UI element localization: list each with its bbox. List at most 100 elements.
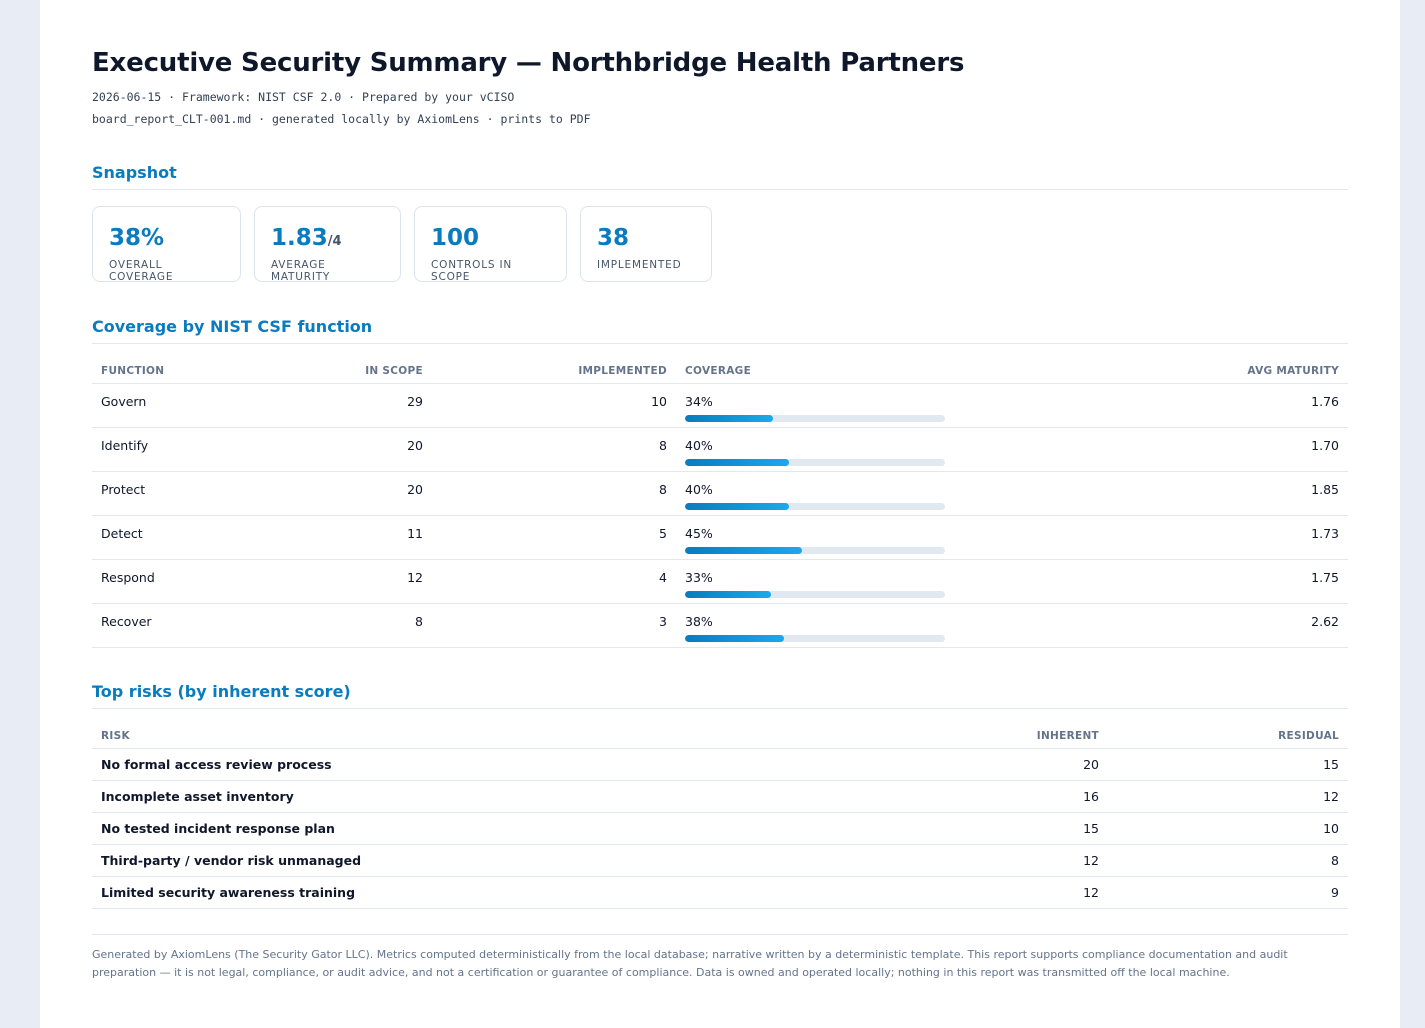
function-name: Respond (92, 559, 272, 604)
inherent-score: 16 (928, 780, 1108, 813)
col-inherent: INHERENT (928, 710, 1108, 749)
col-coverage: COVERAGE (676, 345, 1096, 384)
col-residual: RESIDUAL (1108, 710, 1348, 749)
metric-value: 100 (431, 225, 480, 251)
coverage-bar-fill (685, 414, 774, 422)
residual-score: 9 (1108, 876, 1348, 909)
coverage-cell: 45% (676, 515, 1096, 560)
risks-header-row: RISK INHERENT RESIDUAL (92, 710, 1348, 749)
metric-label: CONTROLS IN SCOPE (431, 259, 513, 283)
avg-maturity-value: 1.70 (1096, 427, 1348, 472)
risk-row: No tested incident response plan 15 10 (92, 812, 1348, 845)
col-in-scope: IN SCOPE (272, 345, 432, 384)
inherent-score: 15 (928, 812, 1108, 845)
coverage-table: FUNCTION IN SCOPE IMPLEMENTED COVERAGE A… (92, 345, 1348, 648)
coverage-cell: 33% (676, 559, 1096, 604)
coverage-bar-fill (685, 502, 789, 510)
risks-heading: Top risks (by inherent score) (92, 682, 1348, 709)
report-page: Executive Security Summary — Northbridge… (40, 0, 1400, 1028)
function-name: Protect (92, 471, 272, 516)
metric-label: AVERAGE MATURITY (271, 259, 331, 283)
risk-name: Limited security awareness training (92, 876, 928, 909)
metric-value: 1.83/4 (271, 225, 342, 251)
risk-name: Third-party / vendor risk unmanaged (92, 844, 928, 877)
col-avg-maturity: AVG MATURITY (1096, 345, 1348, 384)
in-scope-count: 11 (272, 515, 432, 560)
residual-score: 8 (1108, 844, 1348, 877)
risk-name: Incomplete asset inventory (92, 780, 928, 813)
coverage-percent: 40% (685, 481, 713, 497)
function-name: Identify (92, 427, 272, 472)
metric-card-controls-in-scope: 100 CONTROLS IN SCOPE (414, 206, 567, 283)
coverage-cell: 38% (676, 603, 1096, 648)
metric-card-overall-coverage: 38% OVERALL COVERAGE (92, 206, 241, 283)
function-name: Detect (92, 515, 272, 560)
coverage-cell: 34% (676, 383, 1096, 428)
metric-label: IMPLEMENTED (597, 259, 682, 271)
in-scope-count: 8 (272, 603, 432, 648)
coverage-percent: 38% (685, 613, 713, 629)
coverage-bar-track (685, 414, 945, 422)
coverage-bar-fill (685, 634, 784, 642)
implemented-count: 10 (432, 383, 676, 428)
coverage-percent: 34% (685, 393, 713, 409)
metric-value: 38 (597, 225, 630, 251)
coverage-row: Detect 11 5 45% 1.73 (92, 515, 1348, 560)
coverage-bar-track (685, 634, 945, 642)
coverage-percent: 45% (685, 525, 713, 541)
avg-maturity-value: 2.62 (1096, 603, 1348, 648)
inherent-score: 12 (928, 844, 1108, 877)
coverage-row: Recover 8 3 38% 2.62 (92, 603, 1348, 648)
implemented-count: 8 (432, 471, 676, 516)
snapshot-cards: 38% OVERALL COVERAGE 1.83/4 AVERAGE MATU… (92, 206, 712, 283)
implemented-count: 3 (432, 603, 676, 648)
coverage-percent: 40% (685, 437, 713, 453)
coverage-bar-fill (685, 458, 789, 466)
coverage-percent: 33% (685, 569, 713, 585)
risk-row: Third-party / vendor risk unmanaged 12 8 (92, 844, 1348, 877)
implemented-count: 4 (432, 559, 676, 604)
avg-maturity-value: 1.76 (1096, 383, 1348, 428)
coverage-bar-track (685, 546, 945, 554)
implemented-count: 5 (432, 515, 676, 560)
coverage-bar-track (685, 458, 945, 466)
function-name: Govern (92, 383, 272, 428)
residual-score: 10 (1108, 812, 1348, 845)
risk-row: No formal access review process 20 15 (92, 748, 1348, 781)
risk-name: No tested incident response plan (92, 812, 928, 845)
residual-score: 12 (1108, 780, 1348, 813)
coverage-heading: Coverage by NIST CSF function (92, 317, 1348, 344)
inherent-score: 12 (928, 876, 1108, 909)
avg-maturity-value: 1.85 (1096, 471, 1348, 516)
coverage-row: Identify 20 8 40% 1.70 (92, 427, 1348, 472)
inherent-score: 20 (928, 748, 1108, 781)
avg-maturity-value: 1.73 (1096, 515, 1348, 560)
coverage-header-row: FUNCTION IN SCOPE IMPLEMENTED COVERAGE A… (92, 345, 1348, 384)
coverage-row: Respond 12 4 33% 1.75 (92, 559, 1348, 604)
coverage-bar-track (685, 502, 945, 510)
metric-label: OVERALL COVERAGE (109, 259, 174, 283)
report-meta-date-framework: 2026-06-15 · Framework: NIST CSF 2.0 · P… (92, 90, 515, 104)
function-name: Recover (92, 603, 272, 648)
coverage-bar-fill (685, 546, 802, 554)
col-implemented: IMPLEMENTED (432, 345, 676, 384)
in-scope-count: 29 (272, 383, 432, 428)
avg-maturity-value: 1.75 (1096, 559, 1348, 604)
metric-card-implemented: 38 IMPLEMENTED (580, 206, 712, 282)
risk-row: Limited security awareness training 12 9 (92, 876, 1348, 909)
in-scope-count: 20 (272, 471, 432, 516)
residual-score: 15 (1108, 748, 1348, 781)
in-scope-count: 20 (272, 427, 432, 472)
report-meta-file: board_report_CLT-001.md · generated loca… (92, 112, 591, 126)
metric-card-average-maturity: 1.83/4 AVERAGE MATURITY (254, 206, 401, 283)
metric-value: 38% (109, 225, 165, 251)
coverage-bar-track (685, 590, 945, 598)
coverage-row: Protect 20 8 40% 1.85 (92, 471, 1348, 516)
snapshot-heading: Snapshot (92, 163, 1348, 190)
risk-row: Incomplete asset inventory 16 12 (92, 780, 1348, 813)
risks-table: RISK INHERENT RESIDUAL No formal access … (92, 710, 1348, 909)
coverage-cell: 40% (676, 471, 1096, 516)
coverage-cell: 40% (676, 427, 1096, 472)
coverage-row: Govern 29 10 34% 1.76 (92, 383, 1348, 428)
report-title: Executive Security Summary — Northbridge… (92, 48, 965, 78)
